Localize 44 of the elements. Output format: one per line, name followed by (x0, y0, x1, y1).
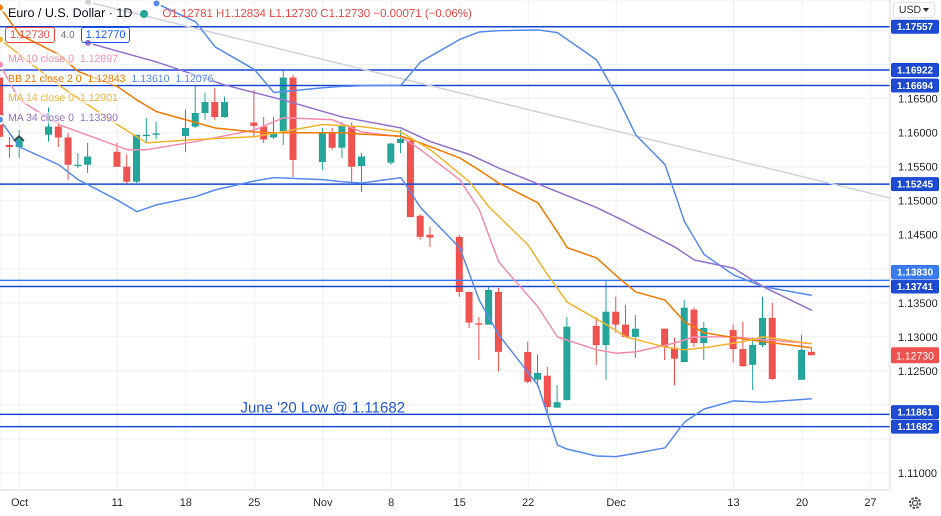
y-tick-label: 1.15500 (898, 162, 938, 174)
x-tick-label: 25 (248, 496, 260, 509)
ref-line-label: 1.17557 (896, 22, 934, 34)
x-tick-label: Nov (312, 496, 334, 509)
x-tick-label: Dec (606, 496, 626, 509)
ref-line-label: 1.16922 (896, 65, 934, 76)
annotation: 1.12770 (80, 27, 130, 43)
ref-line-label: 1.13830 (896, 267, 934, 278)
x-tick-label: 11 (112, 496, 124, 509)
annotation: 1.12076 (175, 72, 214, 84)
text: USD (893, 2, 935, 18)
ref-line-label: 1.15245 (896, 180, 934, 191)
text: 1.12730 (896, 350, 934, 362)
ref-line-label: 1.11682 (897, 422, 934, 434)
annotation: 1.12897 (80, 53, 118, 65)
text: MA 34 close 0 (8, 112, 74, 124)
ref-line-label: 1.13741 (896, 282, 934, 293)
y-tick-label: 1.12500 (898, 366, 938, 378)
y-tick-label: 1.14500 (898, 230, 938, 242)
x-tick-label: 8 (388, 496, 394, 509)
x-tick-label: 15 (454, 496, 466, 509)
annotation: 1.12901 (80, 92, 118, 104)
annotation: 1.13610 (132, 72, 170, 84)
series-label: MA 14 close 0 (8, 92, 74, 104)
ref-line-label: 1.16694 (896, 80, 934, 92)
x-tick-label: 18 (180, 496, 192, 509)
y-tick-label: 1.16500 (898, 94, 938, 106)
ref-line-label: 1.11861 (897, 408, 934, 419)
y-tick-label: 1.13500 (898, 298, 938, 310)
series-label: BB 21 close 2 0 (8, 72, 82, 84)
annotation: 4.0 (60, 30, 75, 40)
y-tick-label: 1.16000 (898, 128, 938, 140)
x-tick-label: 27 (864, 496, 877, 509)
annotation: 1.12843 (88, 72, 126, 84)
annotation: June '20 Low @ 1.11682 (240, 400, 406, 417)
x-tick-label: Oct (11, 496, 28, 509)
x-tick-label: 13 (727, 496, 740, 509)
y-tick-label: 1.15000 (898, 196, 938, 208)
x-tick-label: 20 (796, 496, 808, 509)
x-tick-label: 22 (522, 496, 534, 509)
y-tick-label: 1.13000 (898, 332, 938, 344)
series-label: MA 10 close 0 (8, 53, 74, 65)
text: Euro / U.S. Dollar · 1D (8, 6, 132, 20)
y-tick-label: 1.11000 (898, 468, 937, 480)
